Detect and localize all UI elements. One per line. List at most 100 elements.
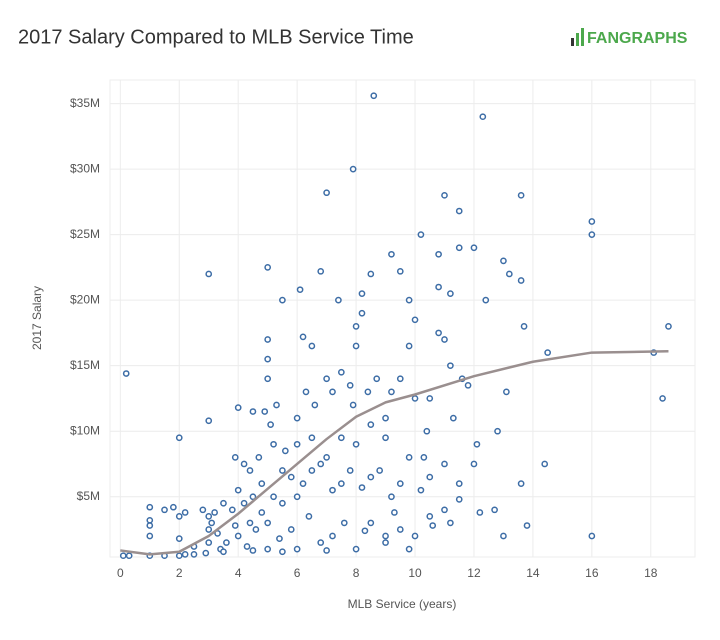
- point: [423, 427, 431, 435]
- y-tick-label: $20M: [70, 292, 100, 306]
- point: [246, 467, 254, 474]
- point: [293, 493, 301, 501]
- point: [544, 349, 551, 356]
- point: [264, 545, 272, 553]
- point: [246, 519, 254, 527]
- point: [352, 440, 360, 448]
- point: [340, 519, 348, 527]
- point: [352, 323, 360, 330]
- point: [382, 414, 389, 422]
- point: [405, 545, 413, 553]
- point: [228, 506, 236, 514]
- point: [435, 250, 442, 258]
- point: [517, 191, 525, 199]
- point: [249, 547, 257, 554]
- point: [190, 551, 198, 558]
- point: [240, 499, 248, 507]
- point: [264, 519, 272, 527]
- point: [541, 460, 549, 468]
- point: [505, 270, 513, 278]
- logo-bar: [581, 28, 584, 46]
- point: [464, 381, 472, 389]
- point: [317, 460, 325, 468]
- point: [417, 231, 425, 238]
- point: [264, 264, 272, 271]
- point: [367, 421, 375, 428]
- point: [249, 408, 257, 415]
- point: [517, 480, 525, 487]
- point: [231, 522, 239, 529]
- point: [405, 342, 413, 350]
- point: [373, 375, 381, 383]
- point: [405, 296, 413, 304]
- x-tick-label: 18: [644, 566, 658, 580]
- point: [491, 506, 498, 514]
- logo: FANGRAPHS: [571, 28, 688, 47]
- x-tick-label: 6: [294, 566, 301, 580]
- x-tick-label: 16: [585, 566, 599, 580]
- point: [435, 283, 442, 291]
- point: [420, 454, 428, 461]
- point: [223, 539, 230, 546]
- point: [258, 509, 266, 516]
- point: [264, 336, 272, 343]
- point: [317, 539, 325, 546]
- point: [455, 244, 463, 252]
- point: [234, 532, 242, 540]
- point: [270, 493, 277, 501]
- point: [426, 473, 434, 481]
- point: [323, 375, 330, 383]
- y-tick-label: $25M: [70, 227, 100, 241]
- point: [500, 257, 507, 265]
- point: [146, 522, 154, 529]
- point: [323, 454, 330, 461]
- point: [349, 401, 357, 409]
- point: [364, 388, 372, 396]
- y-axis-label: 2017 Salary: [30, 286, 44, 350]
- y-tick-label: $15M: [70, 358, 100, 372]
- logo-bar: [571, 38, 574, 46]
- point: [287, 473, 295, 481]
- point: [305, 513, 313, 520]
- point: [659, 395, 666, 402]
- y-tick-label: $30M: [70, 161, 100, 175]
- y-tick-label: $10M: [70, 423, 100, 437]
- x-tick-label: 8: [353, 566, 360, 580]
- chart-title: 2017 Salary Compared to MLB Service Time: [18, 26, 414, 48]
- point: [479, 113, 487, 121]
- x-tick-label: 2: [176, 566, 183, 580]
- point: [476, 509, 484, 516]
- point: [370, 92, 378, 100]
- point: [270, 440, 277, 448]
- point: [441, 460, 448, 468]
- point: [205, 417, 213, 425]
- x-tick-label: 14: [526, 566, 540, 580]
- point: [517, 277, 525, 284]
- point: [396, 375, 404, 383]
- point: [205, 513, 213, 520]
- point: [396, 480, 404, 487]
- point: [396, 526, 404, 533]
- point: [441, 506, 448, 514]
- point: [299, 333, 307, 341]
- point: [388, 493, 395, 501]
- point: [429, 522, 437, 529]
- plot-area: [109, 79, 696, 558]
- point: [396, 267, 404, 275]
- point: [455, 480, 463, 487]
- point: [267, 421, 274, 428]
- point: [273, 401, 280, 409]
- point: [520, 323, 528, 330]
- point: [455, 207, 463, 215]
- point: [447, 290, 454, 297]
- point: [220, 499, 227, 507]
- point: [411, 395, 419, 402]
- point: [279, 296, 286, 304]
- logo-bar: [576, 33, 579, 46]
- point: [352, 545, 360, 553]
- point: [441, 336, 448, 343]
- point: [426, 395, 434, 402]
- point: [317, 267, 325, 275]
- point: [470, 244, 478, 252]
